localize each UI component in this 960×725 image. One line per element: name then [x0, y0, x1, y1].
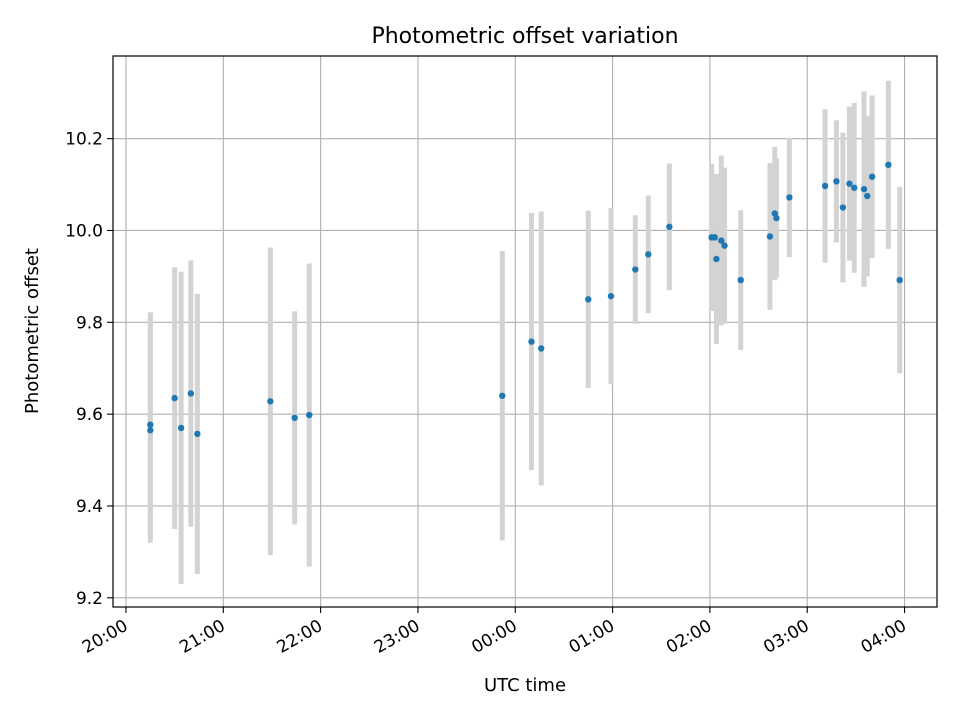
data-point: [833, 178, 840, 185]
data-point: [713, 255, 720, 263]
data-point: [737, 276, 744, 284]
data-point: [632, 266, 639, 273]
y-axis-label: Photometric offset: [22, 248, 43, 414]
data-point: [499, 392, 506, 399]
data-point: [267, 398, 274, 405]
data-point: [860, 185, 868, 193]
data-point: [885, 161, 892, 169]
data-point: [306, 411, 313, 419]
data-point: [291, 414, 298, 422]
data-point: [868, 173, 876, 180]
y-tick-label: 10.2: [65, 130, 103, 150]
data-point: [711, 234, 718, 241]
data-points: [147, 161, 903, 438]
y-tick-label: 10.0: [65, 221, 103, 241]
data-point: [718, 237, 725, 244]
data-point: [538, 345, 545, 352]
data-point: [171, 394, 178, 402]
data-point: [187, 390, 195, 397]
data-point: [821, 182, 829, 190]
data-point: [177, 424, 185, 432]
data-point: [896, 276, 903, 284]
data-point: [666, 223, 673, 231]
data-point: [786, 194, 793, 201]
data-point: [864, 192, 871, 200]
data-point: [773, 214, 780, 222]
chart-title: Photometric offset variation: [371, 24, 678, 49]
data-point: [721, 242, 728, 249]
data-point: [645, 251, 652, 258]
data-point: [147, 421, 154, 428]
data-point: [528, 338, 535, 345]
y-tick-label: 9.4: [76, 497, 103, 517]
data-point: [585, 296, 592, 303]
x-axis-label: UTC time: [484, 675, 566, 696]
data-point: [851, 184, 858, 191]
y-tick-label: 9.2: [76, 589, 103, 609]
data-point: [846, 180, 853, 187]
plot-frame: [112, 55, 938, 608]
y-tick-label: 9.8: [76, 313, 103, 333]
y-axis-ticks: 9.2 9.4 9.6 9.8 10.0 10.2: [65, 130, 113, 609]
y-tick-label: 9.6: [76, 405, 103, 425]
data-point: [147, 427, 154, 434]
data-point: [607, 292, 615, 300]
data-point: [194, 430, 201, 438]
data-point: [766, 233, 774, 240]
data-point: [839, 204, 847, 211]
